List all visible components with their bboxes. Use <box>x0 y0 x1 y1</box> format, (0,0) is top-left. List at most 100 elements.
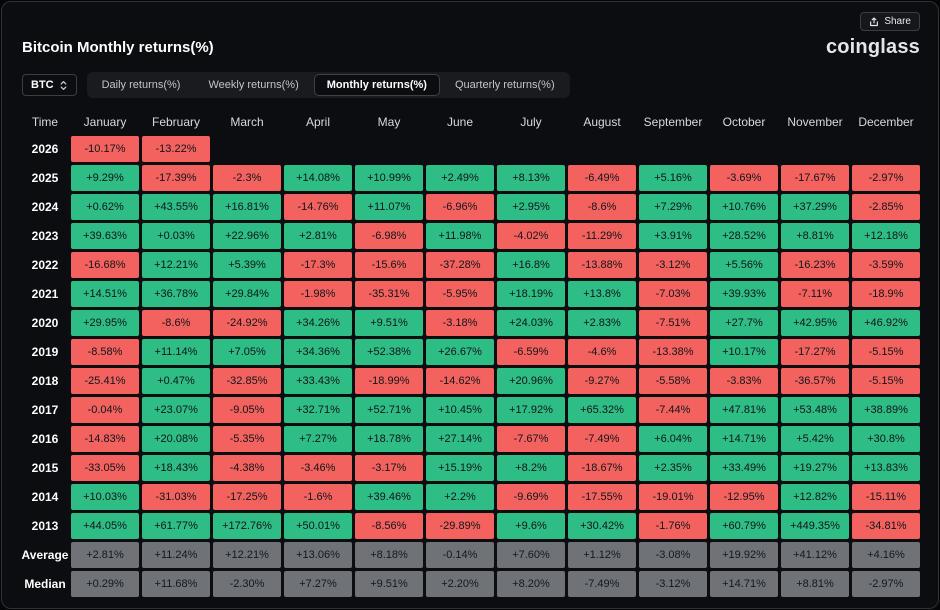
cell-average-november: +41.12% <box>781 542 849 568</box>
cell-2017-august: +65.32% <box>568 397 636 423</box>
cell-2017-november: +53.48% <box>781 397 849 423</box>
row-label-2014: 2014 <box>31 490 59 504</box>
cell-2024-january: +0.62% <box>71 194 139 220</box>
cell-2021-june: -5.95% <box>426 281 494 307</box>
cell-2022-july: +16.8% <box>497 252 565 278</box>
top-bar: Share <box>22 12 920 32</box>
column-header-may: May <box>377 115 401 129</box>
cell-2016-june: +27.14% <box>426 426 494 452</box>
cell-median-march: -2.30% <box>213 571 281 597</box>
cell-2015-january: -33.05% <box>71 455 139 481</box>
cell-2022-june: -37.28% <box>426 252 494 278</box>
cell-2025-october: -3.69% <box>710 165 778 191</box>
row-label-2013: 2013 <box>31 519 59 533</box>
cell-2026-april <box>284 136 352 162</box>
cell-2019-september: -13.38% <box>639 339 707 365</box>
cell-2015-july: +8.2% <box>497 455 565 481</box>
cell-2017-september: -7.44% <box>639 397 707 423</box>
cell-2018-april: +33.43% <box>284 368 352 394</box>
cell-2025-january: +9.29% <box>71 165 139 191</box>
cell-2020-february: -8.6% <box>142 310 210 336</box>
cell-2015-march: -4.38% <box>213 455 281 481</box>
cell-2015-november: +19.27% <box>781 455 849 481</box>
cell-2017-february: +23.07% <box>142 397 210 423</box>
cell-2016-december: +30.8% <box>852 426 920 452</box>
cell-2016-april: +7.27% <box>284 426 352 452</box>
cell-2013-february: +61.77% <box>142 513 210 539</box>
cell-median-october: +14.71% <box>710 571 778 597</box>
cell-2019-march: +7.05% <box>213 339 281 365</box>
cell-2026-july <box>497 136 565 162</box>
cell-median-january: +0.29% <box>71 571 139 597</box>
row-label-2019: 2019 <box>31 345 59 359</box>
cell-2020-march: -24.92% <box>213 310 281 336</box>
cell-2026-august <box>568 136 636 162</box>
cell-2021-february: +36.78% <box>142 281 210 307</box>
cell-average-march: +12.21% <box>213 542 281 568</box>
tab-daily-returns[interactable]: Daily returns(%) <box>89 74 194 96</box>
column-header-july: July <box>520 115 542 129</box>
cell-2017-october: +47.81% <box>710 397 778 423</box>
column-header-november: November <box>787 115 843 129</box>
cell-2013-april: +50.01% <box>284 513 352 539</box>
row-label-2026: 2026 <box>31 142 59 156</box>
cell-2018-september: -5.58% <box>639 368 707 394</box>
returns-tabs: Daily returns(%) Weekly returns(%) Monthly… <box>86 72 570 98</box>
cell-median-august: -7.49% <box>568 571 636 597</box>
cell-average-december: +4.16% <box>852 542 920 568</box>
cell-average-august: +1.12% <box>568 542 636 568</box>
cell-2014-november: +12.82% <box>781 484 849 510</box>
tab-quarterly-returns[interactable]: Quarterly returns(%) <box>442 74 568 96</box>
cell-2016-march: -5.35% <box>213 426 281 452</box>
cell-median-september: -3.12% <box>639 571 707 597</box>
cell-2021-october: +39.93% <box>710 281 778 307</box>
cell-2018-october: -3.83% <box>710 368 778 394</box>
cell-2017-january: -0.04% <box>71 397 139 423</box>
cell-2014-june: +2.2% <box>426 484 494 510</box>
cell-2020-may: +9.51% <box>355 310 423 336</box>
coin-selector[interactable]: BTC <box>22 74 77 96</box>
cell-2014-july: -9.69% <box>497 484 565 510</box>
cell-median-july: +8.20% <box>497 571 565 597</box>
column-header-october: October <box>722 115 766 129</box>
cell-2016-september: +6.04% <box>639 426 707 452</box>
row-label-2025: 2025 <box>31 171 59 185</box>
cell-2018-august: -9.27% <box>568 368 636 394</box>
column-header-december: December <box>858 115 914 129</box>
row-label-2018: 2018 <box>31 374 59 388</box>
cell-2019-april: +34.36% <box>284 339 352 365</box>
cell-2019-november: -17.27% <box>781 339 849 365</box>
cell-2026-december <box>852 136 920 162</box>
cell-2023-march: +22.96% <box>213 223 281 249</box>
cell-2020-june: -3.18% <box>426 310 494 336</box>
cell-2018-december: -5.15% <box>852 368 920 394</box>
cell-2021-may: -35.31% <box>355 281 423 307</box>
row-label-2023: 2023 <box>31 229 59 243</box>
cell-2023-july: -4.02% <box>497 223 565 249</box>
cell-average-may: +8.18% <box>355 542 423 568</box>
row-label-2016: 2016 <box>31 432 59 446</box>
cell-2018-november: -36.57% <box>781 368 849 394</box>
cell-2018-february: +0.47% <box>142 368 210 394</box>
cell-2019-december: -5.15% <box>852 339 920 365</box>
tab-weekly-returns[interactable]: Weekly returns(%) <box>195 74 311 96</box>
cell-2026-october <box>710 136 778 162</box>
cell-2017-may: +52.71% <box>355 397 423 423</box>
cell-2014-august: -17.55% <box>568 484 636 510</box>
cell-2018-july: +20.96% <box>497 368 565 394</box>
cell-2023-june: +11.98% <box>426 223 494 249</box>
cell-2026-january: -10.17% <box>71 136 139 162</box>
cell-2023-april: +2.81% <box>284 223 352 249</box>
chevron-up-down-icon <box>60 80 66 90</box>
row-label-2015: 2015 <box>31 461 59 475</box>
time-header: Time <box>31 115 59 129</box>
tab-monthly-returns[interactable]: Monthly returns(%) <box>313 74 440 96</box>
cell-2013-january: +44.05% <box>71 513 139 539</box>
cell-2019-august: -4.6% <box>568 339 636 365</box>
monthly-returns-table: Time January February March April May June July… <box>22 111 920 597</box>
share-button[interactable]: Share <box>860 12 920 31</box>
header-row: Bitcoin Monthly returns(%) coinglass <box>22 36 920 59</box>
cell-2022-april: -17.3% <box>284 252 352 278</box>
row-label-2022: 2022 <box>31 258 59 272</box>
cell-2016-july: -7.67% <box>497 426 565 452</box>
